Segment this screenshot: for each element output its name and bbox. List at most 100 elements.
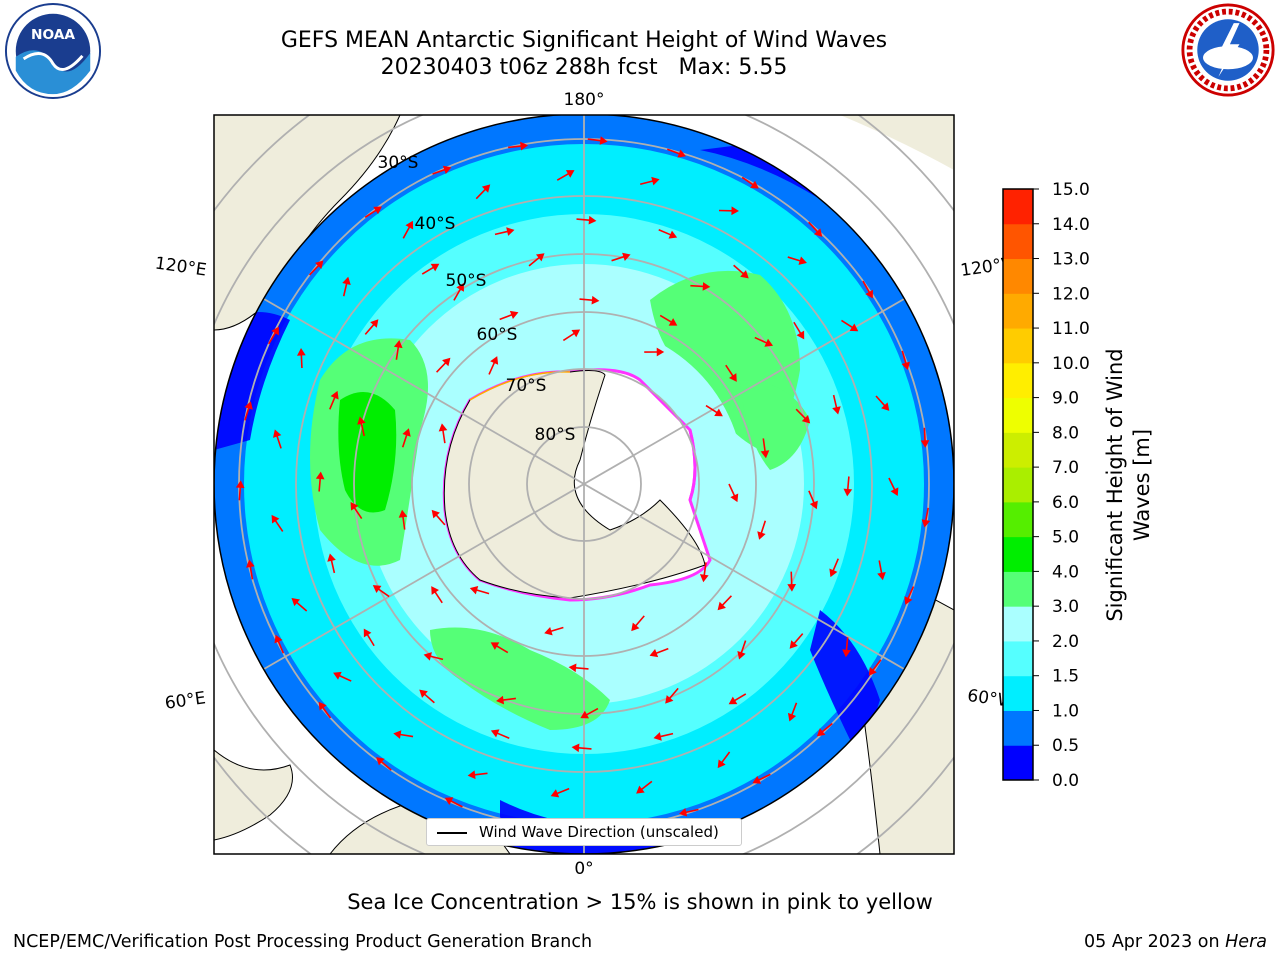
wind-arrow-head: [490, 642, 500, 650]
wind-arrow-head: [752, 775, 762, 784]
wind-arrow: [690, 284, 704, 288]
wind-arrow-head: [431, 509, 440, 519]
wind-arrow: [821, 722, 833, 733]
wind-arrow: [725, 364, 734, 377]
wind-arrow: [436, 362, 447, 373]
wind-arrow-head: [714, 408, 723, 417]
wind-arrow: [402, 226, 411, 239]
wind-arrow: [342, 283, 348, 297]
colorbar-segment: [1003, 675, 1033, 711]
lat-label-60s: 60°S: [477, 325, 518, 345]
wind-arrow-head: [636, 785, 645, 794]
wind-arrow: [499, 314, 513, 321]
wind-arrow: [846, 476, 850, 490]
wind-arrow: [793, 633, 804, 644]
colorbar-segment: [1003, 640, 1033, 677]
colorbar-segment: [1003, 606, 1033, 642]
wind-arrow: [658, 229, 672, 236]
wind-arrow-head: [651, 176, 660, 186]
colorbar-segment: [1003, 501, 1033, 538]
wind-arrow: [793, 321, 802, 334]
wind-arrow-head: [402, 428, 411, 437]
wind-arrow: [728, 483, 736, 497]
colorbar-segment: [1003, 467, 1033, 503]
wind-arrow: [832, 558, 839, 572]
wind-arrow: [669, 687, 679, 699]
wind-arrow-head: [291, 597, 301, 607]
wind-arrow-head: [787, 712, 797, 722]
wind-arrow-head: [816, 728, 826, 737]
wind-arrow-head: [246, 559, 255, 568]
wind-arrow-head: [760, 450, 770, 459]
wind-arrow: [925, 507, 929, 521]
wind-arrow: [655, 647, 669, 654]
wind-arrow: [244, 407, 250, 421]
wind-arrow-head: [631, 622, 640, 632]
wind-arrow: [322, 707, 332, 719]
colorbar-segment: [1003, 223, 1033, 260]
colorbar-segment: [1003, 710, 1033, 746]
wind-arrow: [421, 266, 434, 275]
wind-arrow: [300, 354, 303, 369]
wind-arrow: [508, 145, 522, 149]
wind-arrow-head: [430, 263, 440, 272]
wind-arrow: [442, 430, 446, 444]
wind-arrow-head: [296, 348, 306, 356]
wind-arrow-head: [757, 531, 766, 540]
wind-arrow: [528, 256, 540, 267]
colorbar-segment: [1003, 397, 1033, 433]
wind-arrow: [795, 408, 806, 419]
wind-arrow: [430, 655, 444, 661]
wind-arrow: [276, 435, 282, 449]
wind-arrow: [249, 566, 254, 580]
wind-arrow: [832, 394, 838, 408]
colorbar-tick-label: 7.0: [1052, 458, 1079, 478]
wind-arrow-head: [813, 228, 823, 237]
wind-arrow-head: [842, 649, 851, 658]
wind-arrow-head: [357, 416, 366, 425]
wind-arrow-head: [591, 295, 600, 305]
colorbar-tick-label: 15.0: [1052, 180, 1090, 200]
wind-arrow: [878, 560, 883, 574]
wind-arrow: [296, 601, 308, 612]
colorbar: 0.0 0.5 1.0 1.5 2.0 3.0 4.0 5.0 6.0 7.0 8.0 9.0 10.0…: [1002, 180, 1090, 791]
colorbar-segment: [1003, 258, 1033, 294]
wind-arrow: [808, 221, 819, 233]
wind-arrow-head: [520, 141, 529, 151]
wind-arrow: [685, 808, 699, 814]
wind-arrow: [432, 168, 446, 175]
wind-arrow: [586, 707, 599, 716]
wind-arrow-head: [737, 650, 746, 660]
wind-arrow: [556, 172, 569, 181]
wind-arrow-head: [565, 170, 575, 178]
wind-arrow-head: [496, 695, 505, 705]
wind-arrow: [703, 562, 707, 576]
wind-arrow-head: [467, 770, 476, 780]
colorbar-tick-label: 4.0: [1052, 562, 1079, 582]
map-subtitle: 20230403 t06z 288h fcst Max: 5.55: [380, 55, 788, 80]
wind-arrow-head: [868, 667, 877, 676]
footer-machine: Hera: [1225, 932, 1267, 952]
wind-arrow-head: [431, 586, 439, 595]
wind-arrow: [705, 404, 718, 414]
antarctica: [442, 368, 712, 602]
wind-arrow-head: [764, 338, 774, 347]
colorbar-tick-label: 2.0: [1052, 632, 1079, 652]
wind-arrow-head: [372, 585, 382, 593]
wind-arrow: [450, 800, 463, 808]
wind-arrow: [556, 787, 570, 795]
wind-arrow-head: [318, 701, 327, 711]
wind-arrow: [318, 478, 322, 492]
wind-arrow-head: [702, 282, 711, 291]
colorbar-segment: [1003, 571, 1033, 607]
wind-arrow-head: [509, 310, 519, 320]
wind-arrow-head: [904, 596, 913, 605]
wind-arrow: [488, 362, 496, 375]
wind-arrow-head: [829, 568, 838, 578]
map-legend: Wind Wave Direction (unscaled): [426, 818, 742, 846]
wind-arrow-head: [717, 601, 726, 611]
wind-arrow: [721, 751, 731, 763]
wind-arrow: [268, 332, 277, 345]
wind-arrow-head: [717, 759, 726, 769]
colorbar-segment: [1003, 745, 1033, 781]
